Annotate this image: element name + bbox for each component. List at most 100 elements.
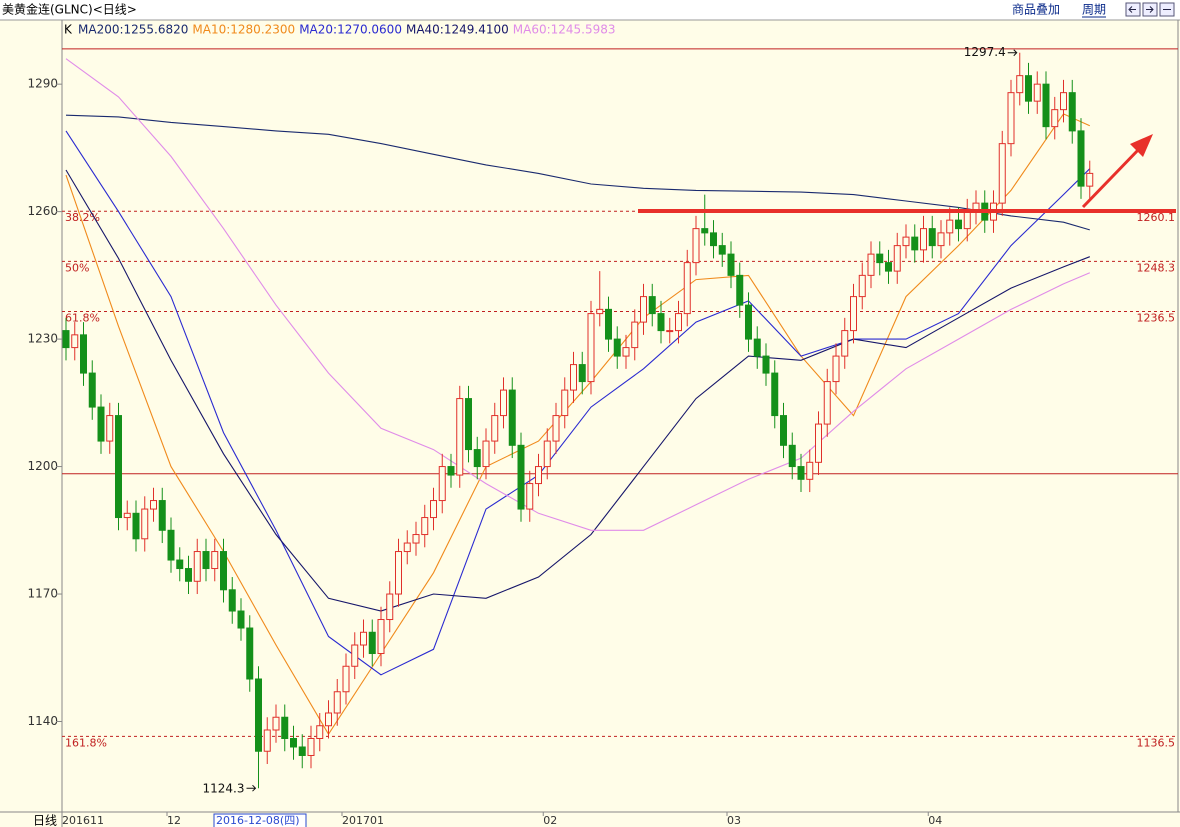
- candle-body: [797, 466, 805, 480]
- candle-body: [850, 296, 857, 332]
- fib-value-label: 1236.5: [1137, 311, 1176, 324]
- candle-body: [298, 746, 306, 756]
- x-tick-label: 04: [928, 814, 942, 827]
- x-tick-label: 201701: [342, 814, 384, 827]
- candle-body: [246, 627, 254, 680]
- indicator-label: K: [64, 23, 73, 37]
- candle-body: [491, 415, 499, 442]
- candle-body: [771, 372, 779, 417]
- candle-body: [561, 389, 569, 417]
- toolbar: [0, 0, 1180, 20]
- candle-body: [220, 551, 227, 591]
- candle-body: [1016, 75, 1024, 94]
- fib-value-label: 1260.1: [1137, 211, 1176, 224]
- candle-body: [465, 398, 472, 451]
- candle-body: [517, 444, 525, 510]
- candle-body: [937, 232, 945, 247]
- candle-body: [456, 398, 464, 476]
- candle-body: [508, 389, 516, 446]
- y-tick-label: 1170: [27, 587, 58, 601]
- candle-body: [736, 274, 744, 306]
- candle-body: [928, 228, 936, 247]
- legend-entry: MA60:1245.5983: [513, 23, 616, 37]
- candle-body: [290, 737, 297, 748]
- legend-entry: MA200:1255.6820: [78, 23, 188, 37]
- candle-body: [106, 415, 114, 442]
- x-tick-label: 12: [167, 814, 181, 827]
- candle-body: [71, 334, 79, 349]
- candle-body: [1086, 172, 1094, 187]
- candle-body: [123, 512, 131, 519]
- candle-body: [683, 262, 691, 315]
- candle-body: [718, 245, 726, 255]
- legend-entry: MA10:1280.2300: [192, 23, 295, 37]
- candle-body: [421, 517, 429, 536]
- trend-arrow: [1081, 146, 1142, 209]
- candle-body: [622, 347, 630, 357]
- candle-body: [631, 321, 639, 349]
- y-tick-label: 1230: [27, 332, 58, 346]
- candle-body: [473, 449, 481, 468]
- candle-body: [535, 466, 542, 485]
- candle-body: [351, 644, 359, 667]
- candle-body: [701, 228, 709, 234]
- candle-body: [762, 355, 770, 374]
- candle-body: [815, 423, 822, 463]
- candle-body: [570, 364, 577, 391]
- candle-body: [412, 534, 420, 544]
- candle-body: [88, 372, 96, 408]
- candle-body: [403, 542, 411, 553]
- candle-body: [963, 211, 971, 230]
- candle-body: [62, 330, 70, 349]
- candle-body: [920, 228, 927, 251]
- candle-body: [1042, 83, 1050, 128]
- candle-body: [526, 483, 534, 510]
- candle-body: [841, 330, 849, 357]
- candle-body: [806, 461, 814, 480]
- y-tick-label: 1260: [27, 204, 58, 218]
- nav-right-icon: [1146, 6, 1154, 13]
- candle-body: [692, 228, 700, 264]
- overlay-button[interactable]: 商品叠加: [1012, 2, 1060, 17]
- period-button[interactable]: 周期: [1082, 3, 1106, 17]
- legend-entry: MA20:1270.0600: [299, 23, 402, 37]
- candle-body: [823, 381, 831, 425]
- nav-icons[interactable]: [1125, 2, 1175, 17]
- candle-body: [228, 589, 236, 612]
- ma-line: [65, 130, 1091, 676]
- candle-body: [613, 338, 621, 357]
- candle-body: [543, 440, 551, 468]
- y-tick-label: 1200: [27, 459, 58, 473]
- cursor-label: 2016-12-08(四): [216, 814, 300, 827]
- candle-body: [876, 253, 884, 264]
- annotation-arrow: [1007, 49, 1018, 57]
- x-tick-label: 03: [727, 814, 741, 827]
- candle-body: [281, 716, 289, 739]
- candle-body: [307, 737, 315, 756]
- legend-entry: MA40:1249.4100: [406, 23, 509, 37]
- fib-value-label: 1248.3: [1137, 261, 1176, 274]
- candle-body: [377, 619, 385, 655]
- candle-body: [325, 712, 332, 727]
- candle-body: [263, 729, 271, 752]
- candle-body: [447, 466, 455, 476]
- fib-ratio-label: 61.8%: [65, 311, 100, 324]
- candle-body: [710, 232, 717, 247]
- candle-body: [1007, 92, 1015, 145]
- candle-body: [255, 678, 262, 752]
- candle-body: [657, 313, 665, 332]
- candle-body: [176, 559, 184, 570]
- fib-ratio-label: 38.2%: [65, 211, 100, 224]
- candle-body: [1033, 83, 1041, 102]
- candle-body: [587, 313, 595, 383]
- cursor-box: [213, 813, 307, 827]
- ma-line: [65, 114, 1090, 231]
- candle-body: [333, 691, 341, 714]
- candle-body: [885, 262, 892, 272]
- candle-body: [858, 274, 866, 298]
- candle-body: [1025, 75, 1032, 102]
- candle-body: [386, 593, 394, 621]
- candle-body: [578, 364, 586, 383]
- fib-ratio-label: 161.8%: [65, 736, 107, 749]
